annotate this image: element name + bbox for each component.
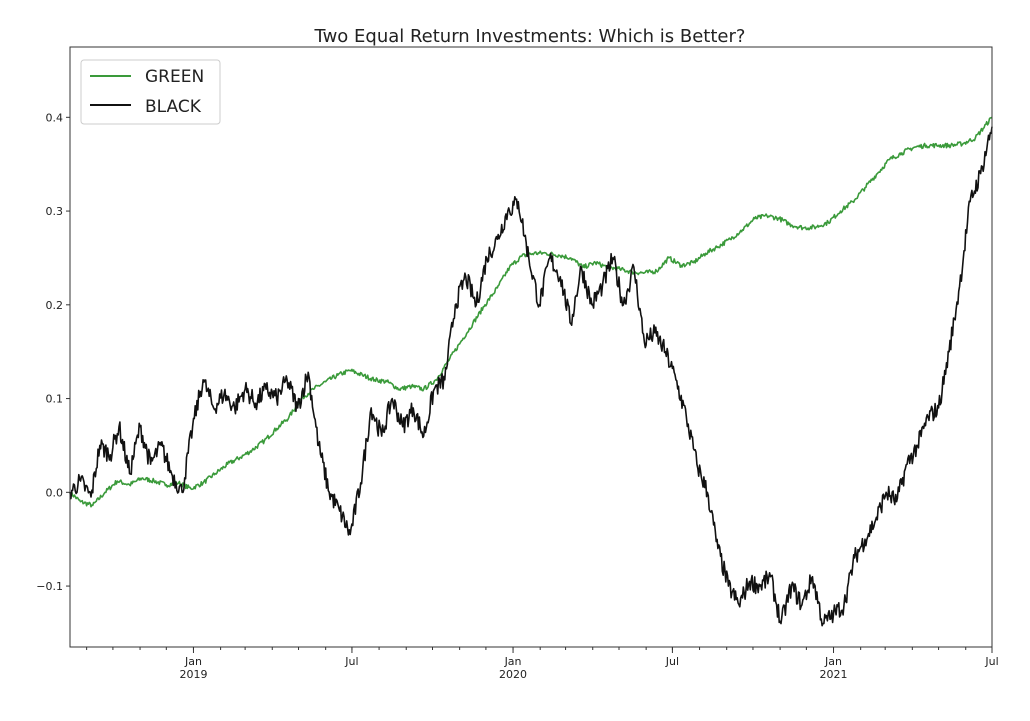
- y-tick-label: 0.4: [46, 111, 64, 124]
- x-tick-label: Jan: [504, 655, 522, 668]
- x-tick-label: Jul: [665, 655, 679, 668]
- y-tick-label: 0.1: [46, 393, 64, 406]
- x-tick-label: Jul: [344, 655, 358, 668]
- legend-label-black: BLACK: [145, 97, 202, 117]
- x-tick-year-label: 2021: [820, 668, 848, 681]
- series-line-green: [69, 116, 993, 508]
- axes-frame: [69, 46, 993, 648]
- y-tick-label: 0.3: [46, 205, 64, 218]
- y-tick-label: 0.0: [46, 486, 64, 499]
- x-tick-label: Jan: [184, 655, 202, 668]
- legend-label-green: GREEN: [145, 67, 204, 87]
- x-tick-year-label: 2020: [499, 668, 527, 681]
- plot-area: [69, 116, 993, 627]
- y-tick-label: −0.1: [36, 580, 63, 593]
- y-tick-label: 0.2: [46, 299, 64, 312]
- x-tick-year-label: 2019: [179, 668, 207, 681]
- legend: GREEN BLACK: [80, 59, 221, 125]
- chart-title: Two Equal Return Investments: Which is B…: [314, 26, 746, 47]
- x-tick-label: Jul: [984, 655, 998, 668]
- series-line-black: [69, 126, 993, 627]
- x-tick-label: Jan: [824, 655, 842, 668]
